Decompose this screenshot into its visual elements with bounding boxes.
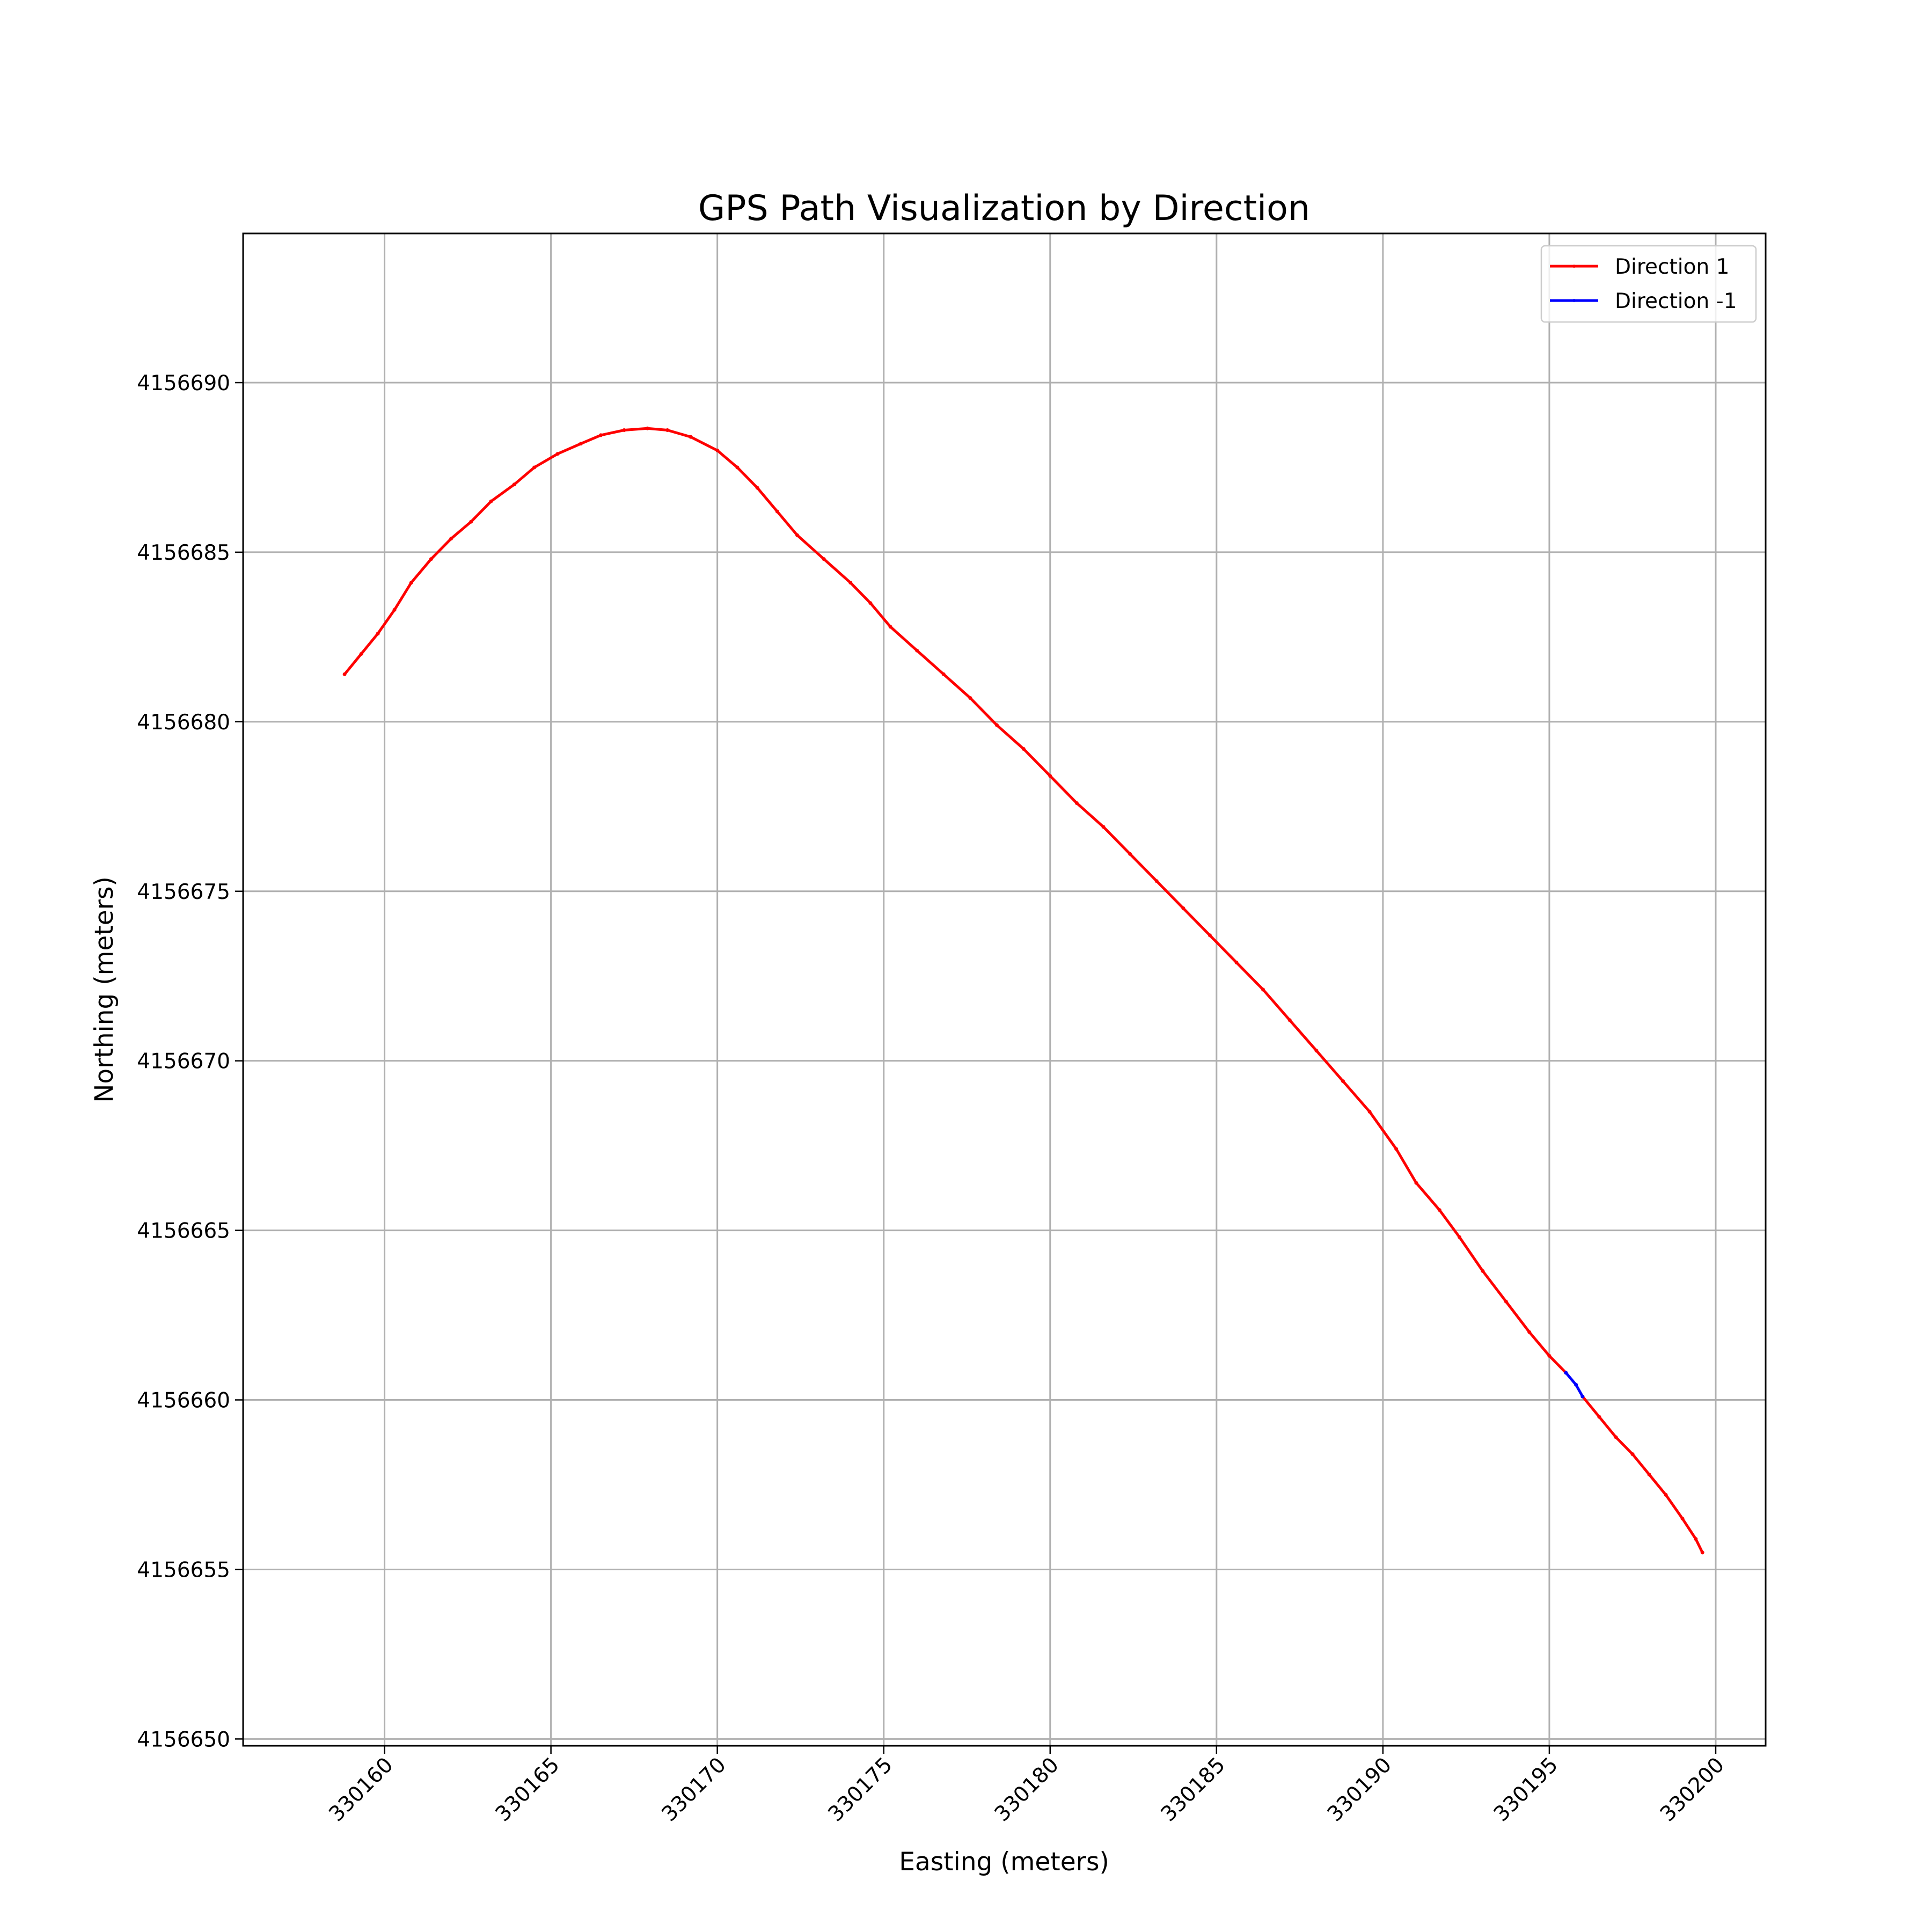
data-point — [1647, 1473, 1651, 1476]
data-point — [1437, 1208, 1441, 1212]
series-line — [343, 427, 1568, 1374]
data-point — [1597, 1415, 1601, 1419]
data-point — [1694, 1537, 1698, 1541]
data-point — [1128, 852, 1132, 856]
data-point — [848, 581, 853, 585]
data-point — [342, 672, 347, 676]
data-point — [822, 557, 826, 561]
y-tick-label: 4156660 — [137, 1389, 230, 1413]
data-point — [1154, 879, 1159, 883]
legend-label-direction-minus-1: Direction -1 — [1615, 289, 1737, 313]
data-point — [449, 537, 453, 541]
data-point — [1564, 1371, 1568, 1375]
data-point — [645, 426, 649, 430]
data-point — [622, 428, 626, 432]
data-point — [469, 519, 473, 524]
data-point — [995, 723, 999, 727]
plot-frame — [242, 232, 1767, 1747]
data-point — [715, 448, 720, 452]
data-point — [1234, 961, 1239, 964]
data-point — [409, 581, 413, 585]
data-point — [1414, 1181, 1418, 1185]
data-point — [376, 632, 380, 636]
y-tick-label: 4156685 — [137, 541, 230, 565]
y-tick-label: 4156675 — [137, 880, 230, 904]
data-point — [1614, 1435, 1618, 1439]
data-point — [1101, 825, 1106, 829]
data-point — [555, 452, 560, 456]
y-tick-label: 4156690 — [137, 371, 230, 396]
grid — [243, 233, 1766, 1746]
data-point — [1394, 1147, 1399, 1151]
data-point — [888, 625, 892, 629]
plot-background — [243, 233, 1766, 1746]
legend: Direction 1 Direction -1 — [1540, 245, 1757, 323]
data-point — [795, 533, 799, 537]
legend-label-direction-1: Direction 1 — [1615, 255, 1729, 279]
data-point — [868, 601, 873, 605]
y-tick-label: 4156650 — [137, 1728, 230, 1752]
data-point — [665, 428, 670, 432]
data-point — [1574, 1382, 1578, 1387]
data-point — [735, 465, 740, 470]
data-point — [1664, 1492, 1668, 1497]
data-point — [359, 652, 363, 656]
data-point — [1680, 1517, 1685, 1521]
y-tick-label: 4156655 — [137, 1558, 230, 1582]
y-tick-label: 4156680 — [137, 711, 230, 735]
data-point — [1074, 801, 1079, 805]
data-point — [1021, 747, 1026, 751]
data-point — [1208, 933, 1212, 938]
data-point — [1527, 1330, 1532, 1334]
legend-marker-direction-1 — [1572, 265, 1576, 268]
y-tick-label: 4156670 — [137, 1050, 230, 1074]
chart-title: GPS Path Visualization by Direction — [698, 188, 1310, 229]
data-point — [489, 499, 493, 503]
x-axis-label: Easting (meters) — [899, 1847, 1109, 1877]
y-axis-label: Northing (meters) — [90, 876, 119, 1103]
data-point — [755, 486, 759, 490]
legend-marker-direction-minus-1 — [1572, 299, 1576, 302]
data-point — [968, 696, 972, 700]
data-point — [1367, 1110, 1372, 1114]
data-point — [579, 442, 583, 446]
data-point — [392, 608, 397, 612]
data-point — [1481, 1269, 1485, 1273]
data-point — [532, 465, 537, 470]
data-point — [1504, 1299, 1508, 1304]
series-direction-1 — [342, 426, 1704, 1555]
data-point — [429, 557, 433, 561]
data-point — [1700, 1550, 1704, 1555]
data-point — [775, 509, 779, 514]
data-point — [1181, 906, 1185, 910]
data-point — [1261, 987, 1265, 992]
data-point — [1314, 1049, 1319, 1053]
data-point — [941, 672, 946, 676]
data-point — [1630, 1452, 1635, 1457]
data-point — [512, 482, 516, 487]
data-point — [1287, 1018, 1292, 1022]
data-point — [1547, 1353, 1552, 1358]
data-point — [1048, 774, 1052, 778]
data-point — [1341, 1079, 1345, 1084]
y-tick-label: 4156665 — [137, 1219, 230, 1243]
data-point — [1580, 1394, 1585, 1399]
series-direction-minus-1 — [1564, 1371, 1585, 1399]
plot-series — [342, 426, 1704, 1555]
data-point — [915, 648, 919, 653]
data-point — [1458, 1235, 1461, 1239]
data-point — [599, 433, 603, 437]
data-point — [689, 435, 693, 439]
